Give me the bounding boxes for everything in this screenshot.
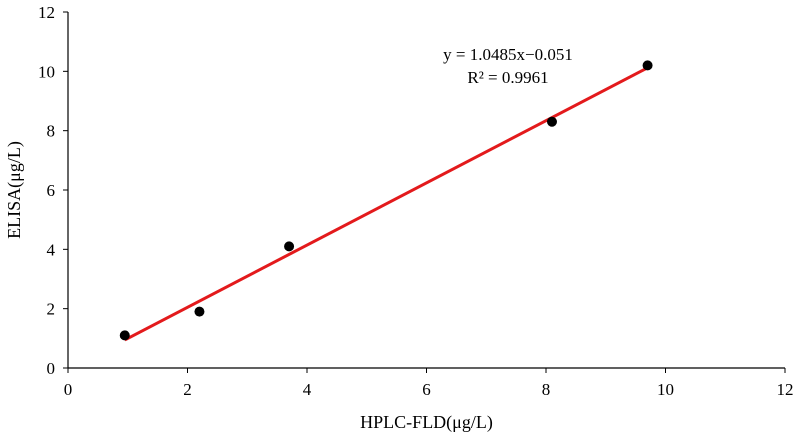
x-tick-label: 4 [303,380,312,399]
y-tick-label: 0 [47,359,56,378]
data-point [119,330,130,341]
x-tick-label: 2 [183,380,192,399]
trendline [124,66,649,342]
trendline-r-squared: R² = 0.9961 [467,68,548,87]
data-point [284,241,295,252]
x-tick-label: 10 [657,380,674,399]
x-tick-label: 8 [542,380,551,399]
data-points [119,60,653,341]
y-tick-label: 6 [47,181,56,200]
data-point [546,116,557,127]
x-axis-ticks: 0 2 4 6 8 10 12 [64,368,794,399]
trendline-group [124,66,649,342]
x-tick-label: 12 [777,380,794,399]
x-tick-label: 0 [64,380,73,399]
y-tick-label: 2 [47,300,56,319]
y-tick-label: 4 [47,240,56,259]
trendline-equation: y = 1.0485x−0.051 [443,45,573,64]
data-point [194,306,205,317]
y-axis-ticks: 0 2 4 6 8 10 12 [38,3,68,378]
y-tick-label: 8 [47,122,56,141]
y-axis-label: ELISA(μg/L) [4,141,25,239]
x-axis-label: HPLC-FLD(μg/L) [360,412,493,433]
y-tick-label: 12 [38,3,55,22]
x-tick-label: 6 [422,380,431,399]
y-tick-label: 10 [38,62,55,81]
data-point [642,60,653,71]
